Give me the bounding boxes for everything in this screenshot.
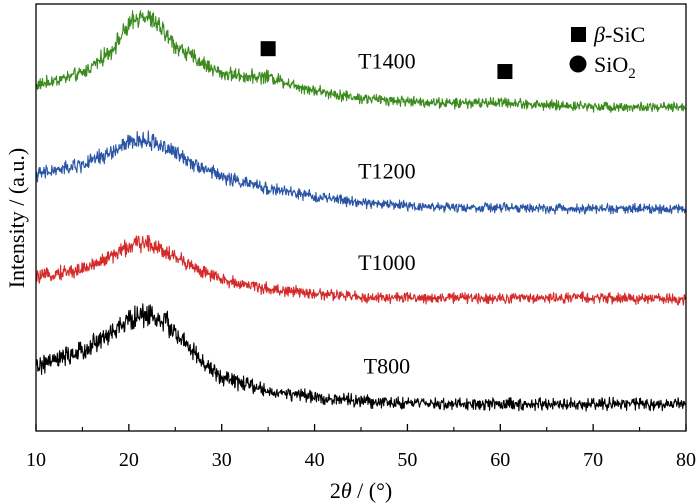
x-tick-label: 50: [397, 449, 417, 471]
series-t1400: [35, 9, 687, 113]
x-tick-label: 80: [676, 449, 696, 471]
series-label: T1200: [358, 159, 415, 184]
series-label-layer: T1400 T1200 T1000 T800: [358, 48, 415, 378]
series-label: T1000: [358, 250, 415, 275]
series-label: T1400: [358, 48, 415, 73]
legend-circle-icon: [569, 55, 587, 73]
series-layer: [35, 9, 687, 412]
series-label: T800: [364, 353, 410, 378]
sic-peak-marker: [260, 41, 276, 57]
x-tick-label: 70: [583, 449, 603, 471]
x-tick-label: 30: [212, 449, 232, 471]
series-t1200: [35, 130, 687, 215]
x-tick-layer: 10 20 30 40 50 60 70 80: [26, 424, 696, 471]
sic-peak-marker: [497, 64, 513, 80]
legend: β-SiC SiO2: [569, 22, 645, 82]
legend-label-beta-sic: β-SiC: [593, 22, 645, 47]
series-t1000: [35, 234, 687, 306]
y-axis-title: Intensity / (a.u.): [4, 148, 29, 289]
x-tick-label: 20: [119, 449, 139, 471]
x-tick-label: 60: [490, 449, 510, 471]
x-tick-label: 40: [305, 449, 325, 471]
legend-square-icon: [571, 27, 586, 42]
x-tick-label: 10: [26, 449, 46, 471]
marker-layer: [260, 41, 513, 80]
x-axis-title: 2θ / (°): [330, 478, 392, 503]
legend-label-sio2: SiO2: [594, 52, 636, 82]
series-t800: [35, 303, 687, 412]
